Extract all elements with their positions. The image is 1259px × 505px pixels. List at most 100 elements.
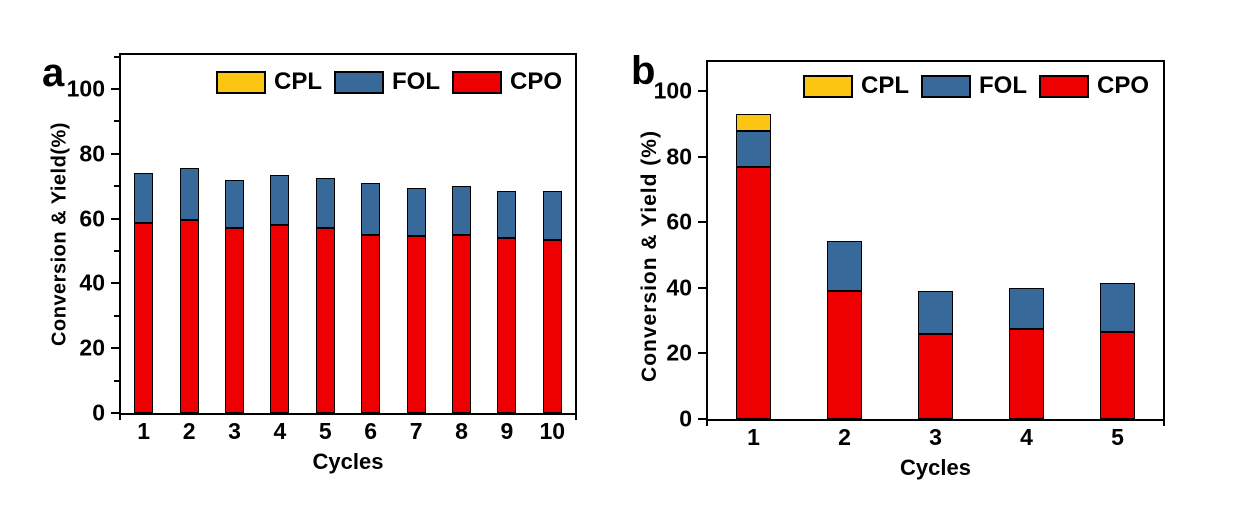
bar-segment-cpo [918, 333, 953, 419]
bar-segment-cpo [827, 291, 862, 419]
bar-segment-fol [827, 240, 862, 292]
x-tick-label: 7 [409, 418, 423, 444]
bar-segment-fol [452, 186, 471, 235]
y-tick-label: 100 [66, 75, 105, 102]
x-axis-end-tick [119, 413, 121, 420]
bar-segment-fol [497, 191, 516, 239]
y-tick-label: 40 [666, 274, 692, 301]
bar-segment-fol [270, 174, 289, 226]
y-axis-minor-tick [114, 185, 119, 188]
legend-swatch-fol [334, 70, 384, 94]
bar-segment-cpo [270, 225, 289, 413]
y-axis-major-tick [111, 347, 119, 350]
panel-letter-a: a [42, 51, 65, 95]
bar-segment-fol [180, 168, 199, 221]
y-axis-major-tick [111, 88, 119, 91]
y-tick-label: 80 [666, 143, 692, 170]
legend-label-fol: FOL [979, 72, 1027, 99]
x-tick-label: 2 [182, 418, 196, 444]
y-axis-major-tick [698, 352, 706, 355]
y-axis-minor-tick [114, 314, 119, 317]
bar-segment-fol [1100, 283, 1135, 333]
x-tick-label: 3 [228, 418, 241, 444]
y-axis-major-tick [111, 217, 119, 220]
x-axis-end-tick [706, 419, 708, 426]
legend-swatch-cpl [216, 70, 266, 94]
bar-segment-cpo [1100, 332, 1135, 419]
legend-swatch-cpl [803, 74, 853, 98]
panel-letter-b: b [631, 49, 656, 93]
y-tick-label: 20 [666, 339, 692, 366]
x-tick-label: 8 [455, 418, 468, 444]
y-axis-minor-tick [114, 379, 119, 382]
plot-area-a: CPL FOL CPO Cycles 0 20 40 60 80 100 1 2 3 4 5 6 7 8 9 10 [67, 53, 577, 474]
y-tick-label: 0 [92, 399, 105, 426]
y-tick-label: 60 [79, 205, 105, 232]
x-tick-label: 5 [318, 418, 332, 444]
y-axis-major-tick [698, 221, 706, 224]
x-tick-label: 1 [137, 418, 151, 444]
y-axis-major-tick [111, 282, 119, 285]
legend-swatch-cpo [1039, 74, 1089, 98]
y-axis-major-tick [111, 152, 119, 155]
bar-segment-cpl [736, 114, 771, 131]
x-axis-title-a: Cycles [312, 449, 384, 474]
legend-b: CPL FOL CPO [803, 74, 1161, 98]
y-tick-label: 60 [666, 208, 692, 235]
y-axis-major-tick [698, 155, 706, 158]
legend-label-fol: FOL [392, 68, 440, 95]
x-tick-label: 4 [273, 418, 287, 444]
bar-segment-fol [736, 130, 771, 167]
y-axis-major-tick [698, 418, 706, 420]
x-tick-label: 9 [500, 418, 514, 444]
legend-a: CPL FOL CPO [216, 70, 574, 94]
x-axis-title-b: Cycles [900, 455, 971, 480]
x-axis-end-tick [575, 413, 577, 420]
x-tick-label: 6 [364, 418, 378, 444]
bar-segment-cpo [497, 238, 516, 413]
bar-segment-fol [316, 178, 335, 229]
x-tick-label: 10 [539, 418, 566, 444]
bar-segment-cpo [736, 166, 771, 419]
y-tick-label: 100 [653, 77, 692, 104]
y-axis-major-tick [698, 90, 706, 93]
x-tick-label: 5 [1111, 424, 1124, 450]
bar-segment-cpo [180, 220, 199, 413]
bar-segment-cpo [1009, 328, 1044, 419]
y-axis-minor-tick [114, 250, 119, 252]
bar-segment-cpo [407, 236, 426, 413]
legend-label-cpl: CPL [274, 68, 322, 95]
legend-label-cpo: CPO [1097, 72, 1150, 99]
y-axis-minor-tick [114, 120, 119, 123]
bar-segment-fol [1009, 288, 1044, 329]
bar-segment-fol [407, 187, 426, 237]
legend-label-cpo: CPO [510, 68, 563, 95]
bar-segment-cpo [361, 234, 380, 413]
y-axis-minor-tick [114, 55, 119, 58]
bar-segment-fol [918, 291, 953, 334]
y-axis-major-tick [111, 412, 119, 414]
bar-segment-cpo [225, 228, 244, 413]
x-tick-label: 1 [747, 424, 760, 450]
legend-swatch-fol [921, 74, 971, 98]
bar-segment-fol [134, 173, 153, 224]
y-axis-major-tick [698, 286, 706, 289]
y-tick-label: 80 [79, 140, 105, 167]
y-tick-label: 40 [79, 269, 105, 296]
x-tick-label: 2 [838, 424, 851, 450]
bar-segment-fol [361, 182, 380, 235]
bar-segment-cpo [316, 228, 335, 413]
x-axis-end-tick [1163, 419, 1165, 426]
x-tick-label: 3 [929, 424, 942, 450]
bar-segment-cpo [452, 234, 471, 413]
x-tick-label: 4 [1020, 424, 1033, 450]
bar-segment-cpo [543, 239, 562, 413]
y-tick-label: 20 [79, 334, 105, 361]
plot-area-b: CPL FOL CPO Cycles 0 20 40 60 80 100 1 2 3 4 5 [654, 60, 1165, 480]
legend-label-cpl: CPL [861, 72, 909, 99]
bar-segment-fol [225, 179, 244, 229]
bar-segment-cpo [134, 223, 153, 413]
bar-segment-fol [543, 191, 562, 240]
y-tick-label: 0 [679, 405, 692, 432]
